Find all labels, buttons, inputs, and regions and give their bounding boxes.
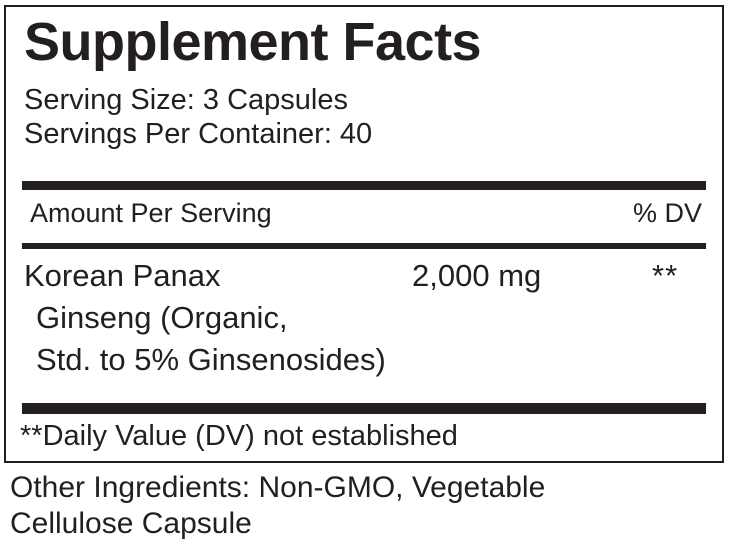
daily-value-footnote: **Daily Value (DV) not established bbox=[20, 420, 458, 452]
rule-above-amount-header bbox=[22, 181, 706, 190]
rule-above-footnote bbox=[22, 403, 706, 414]
ingredient-row: Std. to 5% Ginsenosides) bbox=[24, 339, 702, 381]
column-header-row: Amount Per Serving % DV bbox=[30, 197, 702, 229]
percent-dv-header: % DV bbox=[632, 198, 702, 228]
ingredient-name: Std. to 5% Ginsenosides) bbox=[36, 342, 386, 377]
ingredient-row: Korean Panax 2,000 mg ** bbox=[24, 255, 702, 297]
ingredient-list: Korean Panax 2,000 mg ** Ginseng (Organi… bbox=[24, 255, 702, 381]
amount-per-serving-header: Amount Per Serving bbox=[30, 198, 272, 228]
rule-below-amount-header bbox=[22, 243, 706, 249]
ingredient-row: Ginseng (Organic, bbox=[24, 297, 702, 339]
serving-information: Serving Size: 3 Capsules Servings Per Co… bbox=[24, 83, 684, 151]
ingredient-daily-value: ** bbox=[652, 258, 679, 293]
supplement-facts-panel: Supplement Facts Serving Size: 3 Capsule… bbox=[4, 5, 724, 463]
other-ingredients-line: Other Ingredients: Non-GMO, Vegetable bbox=[10, 471, 546, 504]
servings-per-container-line: Servings Per Container: 40 bbox=[24, 118, 373, 150]
ingredient-name: Ginseng (Organic, bbox=[36, 300, 288, 335]
ingredient-name: Korean Panax bbox=[24, 258, 221, 293]
other-ingredients-block: Other Ingredients: Non-GMO, Vegetable Ce… bbox=[10, 470, 710, 542]
panel-title: Supplement Facts bbox=[24, 12, 482, 72]
other-ingredients-line: Cellulose Capsule bbox=[10, 507, 252, 540]
ingredient-amount: 2,000 mg bbox=[412, 258, 542, 293]
serving-size-line: Serving Size: 3 Capsules bbox=[24, 84, 348, 116]
